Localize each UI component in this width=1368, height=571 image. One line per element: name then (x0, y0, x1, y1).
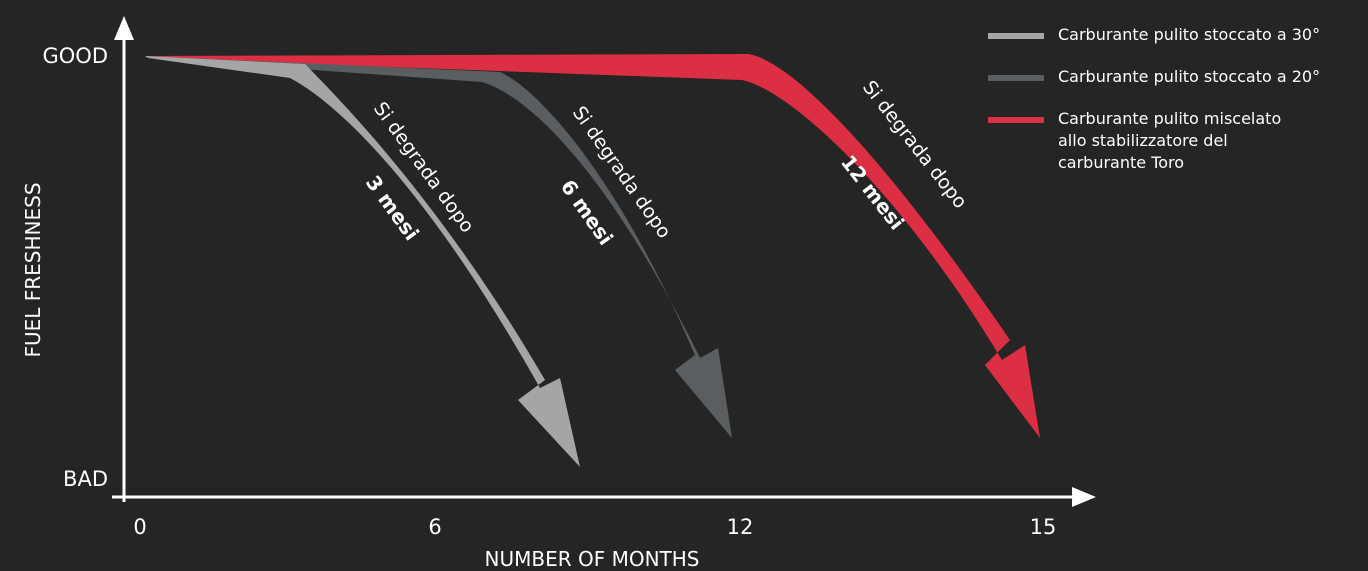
legend: Carburante pulito stoccato a 30° Carbura… (988, 24, 1368, 194)
series-arrow-6-months (145, 56, 732, 438)
x-axis-title: NUMBER OF MONTHS (485, 547, 700, 571)
x-tick-12: 12 (727, 515, 754, 539)
legend-swatch-30-degrees (988, 33, 1044, 39)
y-tick-good: GOOD (42, 44, 108, 68)
y-axis-arrowhead (114, 16, 134, 40)
x-tick-6: 6 (428, 515, 441, 539)
legend-item-20-degrees: Carburante pulito stoccato a 20° (988, 66, 1368, 88)
legend-swatch-stabilizer (988, 117, 1044, 123)
x-tick-15: 15 (1030, 515, 1057, 539)
legend-swatch-20-degrees (988, 75, 1044, 81)
arrow-labels: Si degrada dopo 3 mesi Si degrada dopo 6… (361, 77, 971, 250)
arrow-label-6-months-bold: 6 mesi (556, 175, 618, 249)
x-axis-arrowhead (1072, 487, 1096, 507)
y-axis-title: FUEL FRESHNESS (21, 182, 45, 357)
label-group-3-months-bold: 3 mesi (361, 171, 424, 245)
legend-item-30-degrees: Carburante pulito stoccato a 30° (988, 24, 1368, 46)
legend-label-30-degrees: Carburante pulito stoccato a 30° (1058, 25, 1321, 44)
series-arrow-3-months (145, 56, 580, 467)
label-group-6-months-bold: 6 mesi (556, 175, 618, 249)
x-tick-0: 0 (133, 515, 146, 539)
legend-label-stabilizer: Carburante pulito miscelato allo stabili… (1058, 109, 1282, 172)
arrow-label-3-months-bold: 3 mesi (361, 171, 424, 245)
axes (112, 16, 1096, 507)
y-tick-bad: BAD (63, 467, 108, 491)
legend-label-20-degrees: Carburante pulito stoccato a 20° (1058, 67, 1321, 86)
legend-item-stabilizer: Carburante pulito miscelato allo stabili… (988, 108, 1368, 174)
